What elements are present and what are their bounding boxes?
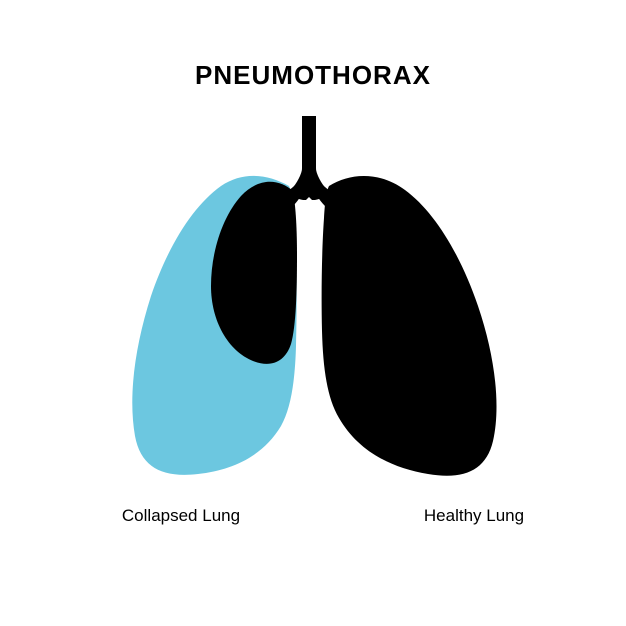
lungs-illustration <box>93 116 533 486</box>
lungs-diagram <box>93 116 533 491</box>
label-healthy-lung: Healthy Lung <box>424 506 524 526</box>
healthy-lung-shape <box>322 176 497 476</box>
labels-row: Collapsed Lung Healthy Lung <box>0 506 626 526</box>
diagram-title: PNEUMOTHORAX <box>195 60 431 91</box>
label-collapsed-lung: Collapsed Lung <box>122 506 240 526</box>
